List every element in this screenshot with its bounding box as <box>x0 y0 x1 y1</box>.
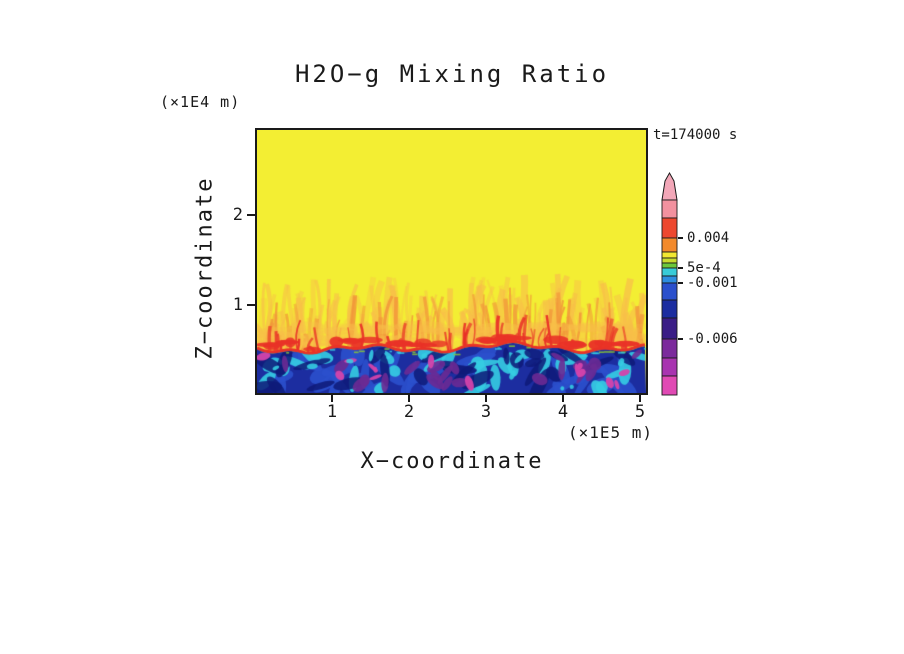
colorbar-segment <box>661 251 678 259</box>
x-axis-title: X−coordinate <box>360 449 544 474</box>
colorbar-segment <box>661 267 678 277</box>
y-tick-mark <box>247 214 255 216</box>
x-tick-mark <box>639 395 641 402</box>
colorbar-segment <box>661 217 678 239</box>
x-tick-label: 2 <box>403 402 415 422</box>
colorbar <box>661 171 678 396</box>
x-tick-label: 4 <box>557 402 569 422</box>
x-tick-mark <box>408 395 410 402</box>
colorbar-segment <box>661 317 678 340</box>
x-tick-mark <box>331 395 333 402</box>
colorbar-label: -0.006 <box>687 331 738 347</box>
colorbar-tip <box>661 171 678 201</box>
y-tick-label: 1 <box>232 295 243 315</box>
colorbar-segment <box>661 262 678 269</box>
colorbar-tick-mark <box>678 267 683 269</box>
x-tick-mark <box>485 395 487 402</box>
y-tick-label: 2 <box>232 205 243 225</box>
y-tick-mark <box>247 304 255 306</box>
colorbar-segment <box>661 257 678 264</box>
x-tick-label: 1 <box>326 402 338 422</box>
colorbar-label: 5e-4 <box>687 260 721 276</box>
chart-title: H2O−g Mixing Ratio <box>294 60 610 88</box>
colorbar-segment <box>661 375 678 396</box>
colorbar-tick-mark <box>678 282 683 284</box>
colorbar-tick-mark <box>678 237 683 239</box>
time-label: t=174000 s <box>653 127 738 143</box>
colorbar-segment <box>661 357 678 377</box>
colorbar-segment <box>661 275 678 284</box>
x-tick-mark <box>562 395 564 402</box>
colorbar-segment <box>661 237 678 253</box>
colorbar-segment <box>661 282 678 301</box>
x-axis-unit-label: (×1E5 m) <box>568 423 654 442</box>
x-tick-label: 3 <box>480 402 492 422</box>
colorbar-label: 0.004 <box>687 230 730 246</box>
colorbar-segment <box>661 199 678 219</box>
colorbar-label: -0.001 <box>687 275 738 291</box>
plot-frame <box>255 128 648 395</box>
colorbar-segment <box>661 299 678 319</box>
colorbar-segment <box>661 338 678 359</box>
y-axis-unit-label: (×1E4 m) <box>160 93 241 111</box>
x-tick-label: 5 <box>634 402 646 422</box>
colorbar-tick-mark <box>678 338 683 340</box>
heatmap-canvas <box>257 130 646 393</box>
